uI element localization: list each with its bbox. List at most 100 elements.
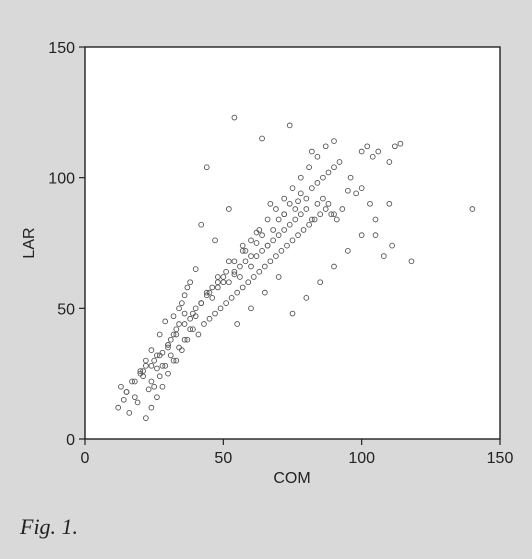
data-point	[212, 237, 218, 244]
data-point	[248, 305, 254, 312]
x-tick-label: 100	[348, 450, 375, 467]
data-point	[190, 326, 196, 333]
data-point	[273, 206, 279, 212]
data-point	[206, 315, 213, 322]
data-point	[331, 138, 337, 144]
data-point	[259, 247, 265, 254]
x-tick-label: 150	[487, 450, 514, 467]
data-point	[275, 216, 282, 223]
data-point	[145, 386, 152, 393]
data-point	[309, 148, 315, 155]
data-point	[389, 242, 395, 249]
data-point	[267, 258, 274, 265]
data-point	[248, 263, 254, 270]
data-point	[292, 216, 299, 223]
data-point	[154, 394, 160, 401]
data-point	[201, 321, 207, 327]
data-point	[320, 174, 326, 181]
data-point	[181, 292, 188, 299]
data-point	[231, 114, 238, 121]
data-point	[261, 263, 268, 270]
x-axis-label: COM	[273, 470, 310, 487]
data-point	[275, 274, 282, 280]
data-point	[245, 279, 252, 286]
data-point	[281, 195, 288, 202]
y-tick-label: 0	[66, 432, 75, 449]
data-point	[181, 321, 188, 327]
data-point	[242, 247, 249, 254]
data-point	[248, 237, 254, 244]
data-point	[278, 247, 285, 254]
data-point	[281, 227, 288, 233]
data-point	[165, 342, 171, 348]
data-point	[295, 232, 301, 239]
data-point	[242, 258, 249, 265]
data-point	[408, 258, 415, 265]
data-point	[165, 344, 171, 351]
data-point	[223, 300, 229, 306]
data-point	[192, 266, 199, 272]
data-points	[115, 114, 476, 421]
data-point	[156, 352, 163, 359]
data-point	[212, 310, 218, 317]
data-point	[239, 284, 246, 291]
data-point	[143, 415, 149, 421]
data-point	[181, 336, 188, 343]
data-point	[159, 362, 166, 369]
x-tick-label: 0	[81, 450, 90, 467]
data-point	[184, 336, 191, 343]
data-point	[226, 206, 232, 212]
data-point	[289, 185, 296, 191]
data-point	[392, 143, 398, 150]
data-point	[292, 206, 299, 212]
data-point	[259, 232, 265, 239]
y-tick-label: 150	[48, 40, 75, 57]
data-point	[273, 253, 279, 259]
data-point	[344, 247, 351, 254]
data-point	[214, 279, 221, 286]
data-point	[275, 232, 282, 239]
data-point	[358, 232, 365, 239]
data-point	[325, 200, 332, 207]
data-point	[320, 195, 326, 202]
data-point	[336, 159, 343, 165]
data-point	[317, 211, 324, 218]
data-point	[250, 274, 257, 280]
data-point	[386, 200, 393, 207]
data-point	[281, 211, 288, 218]
data-point	[143, 357, 149, 364]
data-point	[364, 143, 371, 150]
data-point	[284, 242, 290, 249]
data-point	[259, 135, 265, 142]
data-point	[322, 143, 329, 150]
data-point	[270, 227, 276, 233]
data-point	[358, 148, 365, 155]
data-point	[286, 122, 293, 129]
data-point	[306, 164, 312, 171]
data-point	[203, 164, 210, 171]
data-point	[469, 206, 476, 212]
data-point	[170, 313, 177, 320]
data-point	[237, 263, 243, 270]
data-point	[209, 295, 216, 301]
data-point	[286, 221, 293, 228]
data-point	[217, 305, 224, 312]
data-point	[248, 253, 254, 259]
data-point	[228, 295, 235, 301]
data-point	[303, 295, 310, 301]
data-point	[295, 198, 301, 205]
data-point	[115, 404, 122, 411]
data-point	[118, 383, 124, 390]
data-point	[286, 200, 293, 207]
data-point	[237, 274, 243, 280]
data-point	[209, 284, 216, 291]
data-point	[231, 271, 238, 278]
data-point	[339, 206, 346, 212]
data-point	[372, 216, 379, 223]
data-point	[309, 216, 315, 223]
data-point	[178, 300, 185, 306]
data-point	[317, 279, 324, 286]
data-point	[264, 242, 271, 249]
